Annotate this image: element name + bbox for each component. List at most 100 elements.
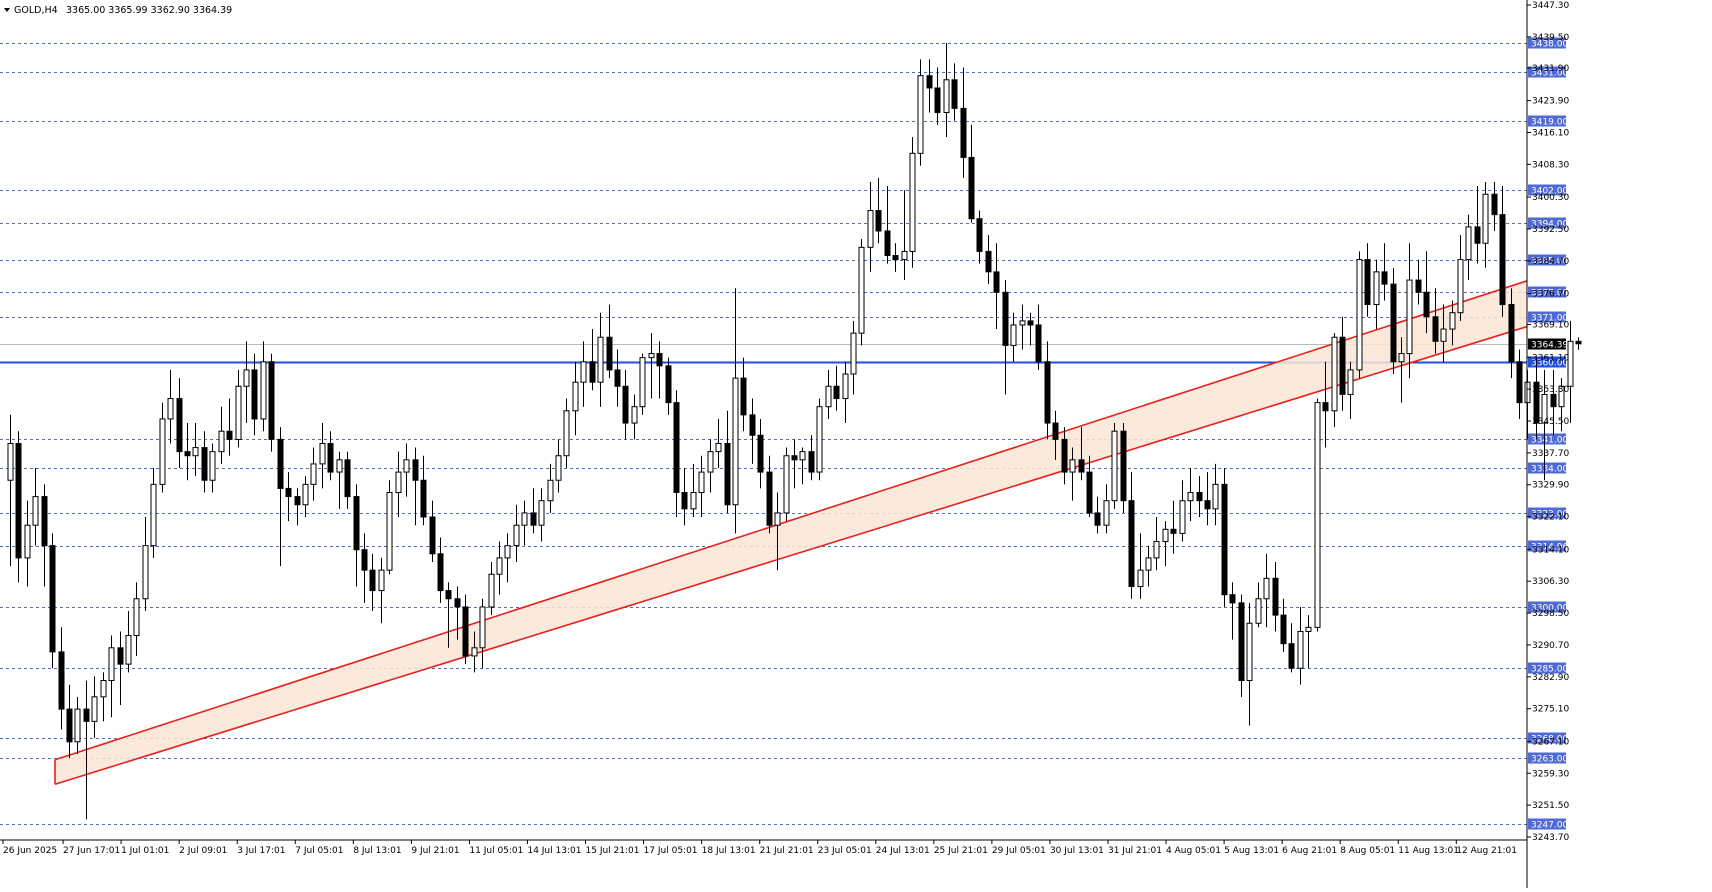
candle	[909, 136, 916, 268]
candle-body	[159, 418, 166, 485]
candle-body	[125, 635, 132, 665]
candle	[606, 304, 613, 379]
candle	[15, 431, 22, 583]
candle-body	[74, 708, 81, 743]
time-tick-label: 14 Jul 13:01	[527, 846, 581, 856]
candle-body	[1567, 340, 1574, 387]
candle-body	[1246, 622, 1253, 681]
candle-body	[327, 442, 334, 473]
candle	[1069, 447, 1076, 501]
candle	[429, 500, 436, 562]
candle-body	[547, 479, 554, 502]
candle-body	[1044, 361, 1051, 424]
candle	[159, 402, 166, 493]
candle	[344, 451, 351, 509]
price-tick-label: 3353.30	[1532, 385, 1569, 395]
candle-body	[66, 708, 73, 743]
candle	[479, 598, 486, 669]
trend-channel	[54, 280, 1528, 786]
current-price-label: 3364.39	[1531, 341, 1568, 351]
level-label: 3334.00	[1531, 465, 1568, 475]
price-tick-label: 3275.10	[1532, 705, 1569, 715]
candle	[1128, 472, 1135, 599]
candle-body	[437, 553, 444, 592]
price-tick-label: 3259.30	[1532, 769, 1569, 779]
candle-body	[108, 647, 115, 681]
price-tick-label: 3392.50	[1532, 225, 1569, 235]
candle-body	[1314, 402, 1321, 628]
candle	[530, 488, 537, 534]
candle	[757, 418, 764, 489]
candle	[799, 447, 806, 485]
candle-body	[24, 524, 31, 559]
price-tick-label: 3439.50	[1532, 33, 1569, 43]
candle	[934, 67, 941, 125]
price-tick-label: 3314.10	[1532, 545, 1569, 555]
price-tick-label: 3376.70	[1532, 290, 1569, 300]
candle-body	[1069, 459, 1076, 473]
candle-body	[41, 496, 48, 547]
candle-body	[976, 218, 983, 252]
candle	[1541, 369, 1548, 481]
candle-body	[934, 87, 941, 113]
candle-body	[1162, 528, 1169, 543]
candle	[1297, 606, 1304, 685]
candle	[521, 500, 528, 546]
candle	[1474, 186, 1481, 264]
time-tick-label: 27 Jun 17:01	[63, 846, 120, 856]
candle	[622, 369, 629, 440]
dropdown-triangle-icon[interactable]	[4, 8, 10, 12]
candle-body	[251, 369, 258, 420]
level-label-box	[1528, 540, 1566, 552]
current-price-box	[1528, 338, 1566, 350]
candle-body	[791, 455, 798, 461]
candle-body	[412, 459, 419, 481]
candle-body	[825, 385, 832, 408]
candle-body	[1406, 279, 1413, 355]
candle-body	[403, 459, 410, 473]
level-label-box	[1528, 311, 1566, 323]
candle	[260, 341, 267, 432]
price-tick-label: 3298.50	[1532, 609, 1569, 619]
candle	[1272, 561, 1279, 632]
candle	[884, 186, 891, 264]
level-label-box	[1528, 115, 1566, 127]
candle	[83, 680, 90, 820]
candle-body	[842, 373, 849, 400]
time-tick-label: 29 Jul 05:01	[992, 846, 1046, 856]
candle-body	[1339, 336, 1346, 395]
level-label: 3341.00	[1531, 436, 1568, 446]
candle	[445, 582, 452, 648]
candle	[1398, 337, 1405, 403]
candle	[1390, 267, 1397, 375]
time-tick-label: 26 Jun 2025	[3, 846, 57, 856]
candle	[66, 684, 73, 759]
candle	[235, 369, 242, 448]
candle	[1508, 288, 1515, 379]
level-label: 3385.00	[1531, 257, 1568, 267]
candle-body	[268, 361, 275, 440]
candle-body	[1111, 430, 1118, 502]
candle	[639, 353, 646, 415]
candle	[58, 627, 65, 730]
candle	[1027, 312, 1034, 346]
candle	[386, 480, 393, 575]
candle	[1331, 333, 1338, 428]
candle	[842, 361, 849, 424]
level-label-box	[1528, 601, 1566, 613]
candle	[41, 484, 48, 587]
candle-body	[951, 79, 958, 109]
candle	[1491, 181, 1498, 231]
candle	[471, 631, 478, 673]
candle-body	[1212, 483, 1219, 510]
candle-body	[867, 210, 874, 248]
candle-body	[1280, 614, 1287, 645]
level-label: 3438.00	[1531, 40, 1568, 50]
candle	[976, 210, 983, 264]
ohlc-readout: 3365.00 3365.99 3362.90 3364.39	[66, 5, 232, 16]
candle	[917, 59, 924, 166]
time-tick-label: 11 Jul 05:01	[469, 846, 523, 856]
candle	[816, 398, 823, 481]
key-level-label: 3360.00	[1531, 359, 1568, 369]
